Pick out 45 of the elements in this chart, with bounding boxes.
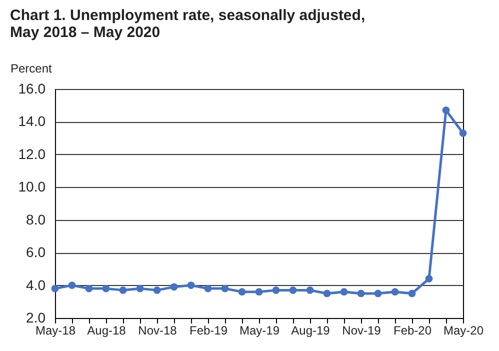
point [204, 284, 212, 292]
point [51, 284, 59, 292]
point [425, 275, 433, 282]
point [340, 288, 348, 296]
x-tick-label: Nov-19 [342, 324, 382, 338]
x-tick-label: May-19 [239, 324, 280, 338]
point [119, 286, 127, 294]
y-tick-label: 14.0 [18, 113, 46, 130]
x-tick-label: May-18 [35, 324, 76, 338]
y-tick-label: 16.0 [18, 80, 46, 96]
point [153, 286, 161, 294]
point [255, 288, 263, 296]
point [374, 290, 382, 298]
x-tick-label: Aug-18 [87, 324, 126, 338]
point [442, 106, 450, 114]
x-tick-label: Aug-19 [291, 324, 330, 338]
point [357, 290, 365, 298]
point [170, 283, 178, 291]
text: Chart 1. Unemployment rate, seasonally adjusted, [10, 7, 366, 24]
y-axis-title: Percent [10, 62, 53, 76]
x-tick-label: Nov-18 [138, 324, 178, 338]
y-tick-label: 6.0 [26, 244, 46, 260]
point [221, 284, 229, 292]
point [408, 290, 416, 298]
x-tick-label: Feb-20 [393, 324, 432, 338]
y-tick-label: 10.0 [18, 178, 46, 195]
point [85, 284, 93, 292]
point [136, 284, 144, 292]
point [238, 288, 246, 296]
point [102, 284, 110, 292]
text: May 2018 – May 2020 [10, 24, 160, 41]
point [391, 288, 399, 296]
x-tick-label: May-20 [443, 324, 484, 338]
point [289, 286, 297, 294]
point [459, 129, 467, 137]
y-tick-label: 8.0 [26, 211, 46, 228]
y-tick-label: 12.0 [18, 146, 46, 162]
point [272, 286, 280, 294]
point [306, 286, 314, 294]
y-tick-label: 4.0 [26, 276, 46, 293]
point [68, 282, 76, 289]
point [323, 290, 331, 298]
y-tick-label: 2.0 [26, 310, 46, 326]
x-tick-label: Feb-19 [189, 324, 228, 338]
point [187, 282, 195, 289]
